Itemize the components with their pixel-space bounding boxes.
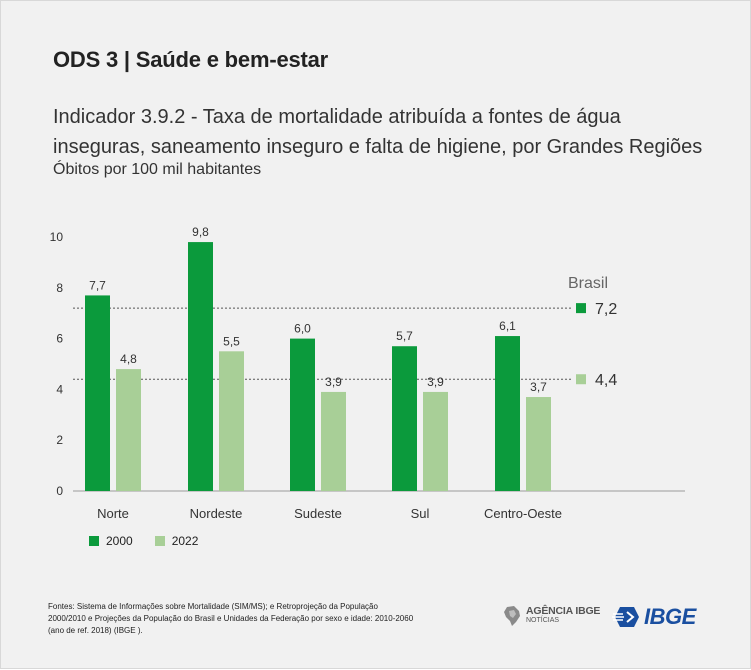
bar-Centro-Oeste-2022 [526, 397, 551, 491]
bar-Norte-2022 [116, 369, 141, 491]
data-label-Nordeste-2000: 9,8 [192, 225, 209, 239]
agencia-logo-text: AGÊNCIA IBGE [526, 605, 601, 617]
ibge-emblem-icon [612, 607, 639, 627]
reference-marker-2000 [576, 303, 586, 314]
x-tick-label-Nordeste: Nordeste [190, 506, 243, 521]
sources-line-3: (ano de ref. 2018) (IBGE ). [48, 626, 143, 635]
data-label-Nordeste-2022: 5,5 [223, 334, 240, 348]
bar-Centro-Oeste-2000 [495, 336, 520, 491]
sources-line-1: Fontes: Sistema de Informações sobre Mor… [48, 602, 378, 611]
subtitle-line-2: inseguras, saneamento inseguro e falta d… [53, 136, 703, 158]
brazil-map-icon [504, 606, 520, 626]
y-tick-label-4: 4 [56, 382, 63, 396]
data-label-Sul-2022: 3,9 [427, 375, 444, 389]
data-label-Norte-2000: 7,7 [89, 278, 106, 292]
data-label-Centro-Oeste-2000: 6,1 [499, 319, 516, 333]
legend: 2000 2022 [89, 534, 220, 548]
y-tick-label-6: 6 [56, 332, 63, 346]
y-tick-label-8: 8 [56, 281, 63, 295]
subtitle-line-1: Indicador 3.9.2 - Taxa de mortalidade at… [53, 106, 621, 128]
sources-note: Fontes: Sistema de Informações sobre Mor… [48, 601, 488, 637]
y-tick-label-0: 0 [56, 484, 63, 498]
bar-Sul-2000 [392, 346, 417, 491]
legend-swatch-2022 [154, 536, 165, 546]
x-tick-label-Norte: Norte [97, 506, 129, 521]
legend-item-2000: 2000 [89, 534, 133, 548]
bar-Sul-2022 [423, 391, 448, 491]
chart-subtitle: Indicador 3.9.2 - Taxa de mortalidade at… [53, 102, 713, 162]
legend-item-2022: 2022 [154, 534, 199, 548]
bar-Nordeste-2000 [188, 242, 213, 491]
legend-swatch-2000 [89, 536, 99, 546]
legend-label-2022: 2022 [171, 534, 199, 548]
ibge-logo-text: IBGE [644, 604, 696, 629]
x-tick-label-Sul: Sul [411, 506, 430, 521]
agencia-logo-subtext: NOTÍCIAS [526, 617, 560, 624]
data-label-Norte-2022: 4,8 [120, 352, 137, 366]
data-label-Centro-Oeste-2022: 3,7 [530, 380, 547, 394]
bar-Sudeste-2000 [290, 338, 315, 491]
y-tick-label-10: 10 [50, 230, 64, 244]
bar-Norte-2000 [85, 295, 110, 491]
bar-Sudeste-2022 [321, 391, 346, 491]
ibge-logo: IBGE [610, 604, 696, 630]
reference-value-2022: 4,4 [595, 372, 617, 389]
unit-label: Óbitos por 100 mil habitantes [53, 161, 262, 178]
bar-Nordeste-2022 [219, 351, 244, 491]
reference-label-brasil: Brasil [568, 275, 608, 292]
data-label-Sul-2000: 5,7 [396, 329, 413, 343]
data-label-Sudeste-2022: 3,9 [325, 375, 342, 389]
x-tick-label-Sudeste: Sudeste [294, 506, 342, 521]
legend-label-2000: 2000 [106, 534, 133, 548]
x-tick-label-Centro-Oeste: Centro-Oeste [484, 506, 562, 521]
y-tick-label-2: 2 [56, 433, 63, 447]
page-title: ODS 3 | Saúde e bem-estar [53, 47, 329, 72]
sources-line-2: 2000/2010 e Projeções da População do Br… [48, 614, 414, 623]
reference-value-2000: 7,2 [595, 301, 617, 318]
agencia-ibge-logo: AGÊNCIA IBGE NOTÍCIAS [503, 605, 600, 627]
reference-marker-2022 [576, 374, 586, 385]
data-label-Sudeste-2000: 6,0 [294, 322, 311, 336]
